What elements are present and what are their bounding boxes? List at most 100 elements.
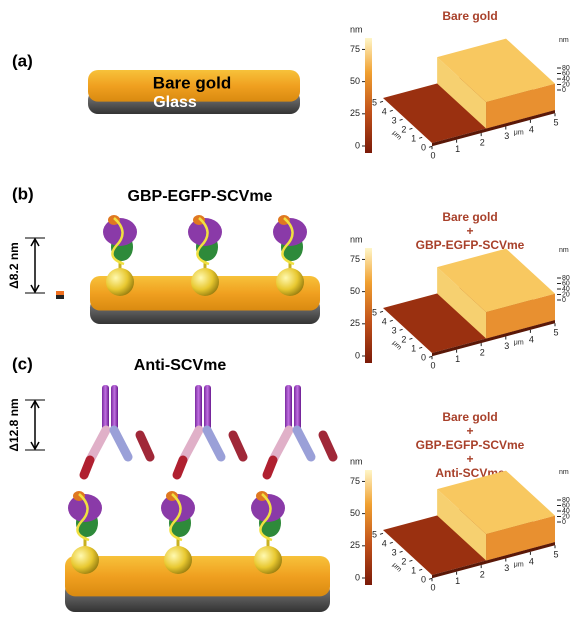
helix (111, 217, 125, 266)
colorbar-unit: nm (350, 456, 363, 466)
colorbar (365, 248, 372, 363)
x-tick-label: 0 (430, 583, 435, 593)
y-tick-label: 3 (392, 548, 397, 558)
x-tick-label: 1 (455, 576, 460, 586)
x-unit: μm (514, 561, 524, 568)
y-tick-label: 0 (421, 143, 426, 153)
protein-purple (68, 494, 102, 522)
gold-layer (88, 70, 300, 102)
afm-title: + (466, 224, 473, 238)
y-tick-label: 4 (382, 539, 387, 549)
x-tick-label: 3 (504, 341, 509, 351)
z-unit: nm (559, 37, 569, 44)
colorbar-tick-label: 0 (355, 350, 360, 360)
helix (281, 217, 295, 266)
glass-label: Glass (153, 94, 197, 111)
gold-nanoparticle (164, 546, 192, 574)
colorbar-unit: nm (350, 234, 363, 244)
y-tick (399, 118, 403, 121)
y-tick-label: 1 (411, 134, 416, 144)
x-tick-label: 3 (504, 563, 509, 573)
afm-title: Bare gold (442, 210, 497, 224)
antibody-fab (109, 425, 133, 462)
protein-purple (103, 218, 137, 246)
x-tick-label: 4 (529, 124, 534, 134)
x-tick-label: 0 (430, 361, 435, 371)
antibody-arm (195, 385, 202, 430)
step-left (437, 57, 487, 129)
y-tick-label: 1 (411, 566, 416, 576)
gold-nanoparticle (71, 546, 99, 574)
antibody-red (172, 455, 188, 480)
antibody-fab (268, 425, 294, 465)
height-label: Δ8.2 nm (7, 242, 21, 289)
gold-label: Bare gold (153, 73, 231, 92)
y-tick (419, 136, 423, 139)
y-tick (419, 346, 423, 349)
antibody-fab (292, 425, 316, 462)
x-tick-label: 5 (553, 328, 558, 338)
y-tick (409, 127, 413, 130)
colorbar-tick-label: 0 (355, 140, 360, 150)
surface-side (432, 542, 555, 579)
y-tick (428, 145, 433, 148)
afm-title: GBP-EGFP-SCVme (416, 438, 525, 452)
z-tick-label: 0 (562, 87, 566, 94)
z-unit: nm (559, 247, 569, 254)
y-tick (379, 100, 384, 103)
antibody-arm (285, 385, 292, 430)
antibody-fab (85, 425, 111, 465)
step-top (437, 38, 555, 103)
y-tick (399, 328, 403, 331)
z-tick-label: 60 (562, 502, 570, 509)
z-tick-label: 40 (562, 508, 570, 515)
afm-title: Bare gold (442, 9, 497, 23)
protein-purple (188, 218, 222, 246)
surface-side (432, 320, 555, 357)
x-tick-label: 2 (480, 347, 485, 357)
colorbar-tick-label: 75 (350, 44, 360, 54)
arrow-head (30, 399, 40, 451)
colorbar-tick-label: 25 (350, 318, 360, 328)
step-front (486, 515, 555, 561)
step-left (437, 489, 487, 561)
x-tick-label: 5 (553, 550, 558, 560)
colorbar-unit: nm (350, 24, 363, 34)
colorbar-tick-label: 50 (350, 286, 360, 296)
antibody-arm (102, 385, 109, 430)
z-tick-label: 20 (562, 81, 570, 88)
protein-purple (251, 494, 285, 522)
antibody-arm (294, 385, 301, 430)
y-tick-label: 3 (392, 326, 397, 336)
step-front (486, 293, 555, 339)
antibody-fab (178, 425, 204, 465)
afm-title: + (466, 452, 473, 466)
x-tick-label: 0 (430, 151, 435, 161)
y-tick (399, 550, 403, 553)
y-tick (389, 319, 393, 322)
panel-label: (a) (12, 51, 33, 70)
secondary-ab (318, 430, 338, 462)
y-tick (389, 109, 393, 112)
antibody-arm (204, 385, 211, 430)
step-front (486, 83, 555, 129)
diagram-title: GBP-EGFP-SCVme (128, 188, 273, 205)
gold-nanoparticle (254, 546, 282, 574)
antibody-red (262, 455, 278, 480)
gold-layer (65, 556, 330, 597)
y-tick (428, 355, 433, 358)
z-tick-label: 40 (562, 286, 570, 293)
z-tick-label: 40 (562, 76, 570, 83)
helix (259, 493, 273, 542)
protein-purple (273, 218, 307, 246)
colorbar (365, 38, 372, 153)
height-label: Δ12.8 nm (7, 398, 21, 451)
y-tick (409, 337, 413, 340)
colorbar-tick-label: 25 (350, 540, 360, 550)
y-tick-label: 2 (401, 557, 406, 567)
z-tick-label: 60 (562, 280, 570, 287)
z-tick-label: 60 (562, 70, 570, 77)
y-tick (379, 532, 384, 535)
colorbar-tick-label: 50 (350, 76, 360, 86)
y-tick (428, 577, 433, 580)
